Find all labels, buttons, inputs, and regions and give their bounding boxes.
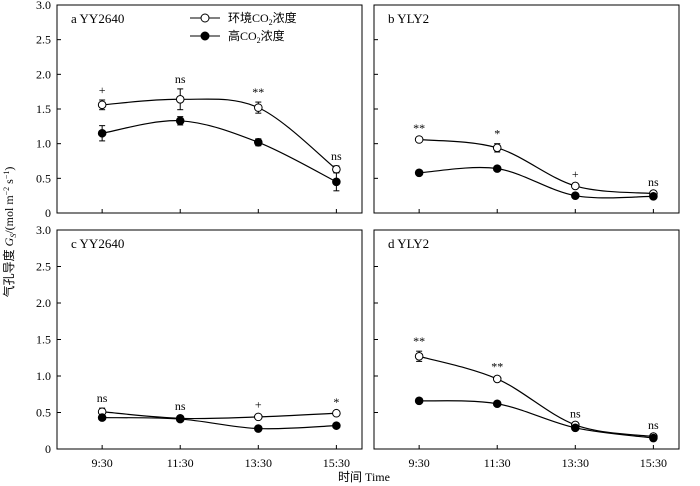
panel-c-ambient-line	[102, 411, 337, 420]
panel-a-ytick-label: 2.0	[36, 67, 51, 81]
panel-c-high-line	[102, 417, 337, 430]
panel-c-significance: +	[255, 398, 262, 412]
panel-b-ambient-point	[571, 181, 580, 191]
panel-a-ytick-label: 3.0	[36, 0, 51, 12]
panel-b-high-point	[649, 192, 658, 201]
panel-a-ytick-label: 2.5	[36, 33, 51, 47]
panel-d-ambient-line	[418, 355, 654, 438]
panel-a-ytick-label: 0	[45, 206, 51, 220]
panel-b-high-point	[492, 164, 502, 173]
panel-a-label: a YY2640	[71, 11, 124, 26]
panel-d-ambient-point	[492, 374, 502, 384]
panel-d-xtick-label: 13:30	[562, 456, 589, 470]
panel-c: 0 0.5 1.0 1.5 2.0 2.5 3.0 9:30 11:30 13:30 15:30 c …	[36, 223, 363, 470]
panel-d-label: d YLY2	[388, 236, 429, 251]
panel-c-significance: *	[333, 395, 339, 409]
panel-a-significance: +	[99, 83, 106, 97]
panel-b-ambient-point	[492, 143, 502, 153]
panel-c-ytick-label: 3.0	[36, 223, 51, 237]
panel-c-xtick-label: 11:30	[167, 456, 194, 470]
panel-c-ytick-label: 1.0	[36, 369, 51, 383]
panel-c-label: c YY2640	[71, 236, 124, 251]
panel-b-label: b YLY2	[388, 11, 429, 26]
panel-c-ytick-label: 2.0	[36, 296, 51, 310]
panel-d-high-point	[649, 433, 658, 443]
legend-ambient-marker	[200, 13, 210, 23]
panel-b: b YLY2** *+ns	[373, 4, 680, 214]
panel-b-significance: **	[413, 121, 425, 135]
panel-a-ambient-point	[97, 100, 107, 110]
panel-c-high-point	[332, 421, 341, 430]
panel-c-ytick-label: 0	[45, 442, 51, 456]
panel-a-ambient-point	[253, 103, 263, 112]
panel-c-ambient-point	[253, 412, 263, 422]
panel-d-high-line	[419, 400, 654, 439]
panel-c-ambient-point	[332, 408, 341, 418]
legend-high-label: 高CO2浓度	[228, 28, 285, 45]
panel-d-significance: ns	[570, 406, 581, 420]
panel-a: 0 0.5 1.0 1.5 2.0 2.5 3.0 a YY2640 + ns ** ns	[36, 0, 363, 220]
panel-a-high-line	[102, 120, 337, 183]
y-axis-title: 气孔导度 GS/(mol m−2 s−1)	[1, 167, 18, 298]
panel-b-frame	[373, 4, 680, 214]
panel-a-ytick-label: 0.5	[36, 171, 51, 185]
panel-b-high-point	[571, 191, 580, 200]
panel-d-high-point	[571, 423, 580, 433]
panel-c-ytick-label: 0.5	[36, 406, 51, 420]
panel-b-significance: +	[572, 167, 579, 181]
panel-b-significance: ns	[648, 175, 659, 189]
panel-a-ytick-label: 1.0	[36, 137, 51, 151]
panel-c-xtick-label: 15:30	[323, 456, 350, 470]
panel-a-significance: ns	[331, 149, 342, 163]
panel-a-significance: **	[252, 85, 264, 99]
panel-b-high-point	[414, 168, 424, 178]
panel-c-xtick-label: 13:30	[245, 456, 272, 470]
panel-a-significance: ns	[175, 72, 186, 86]
panel-c-ytick-label: 2.5	[36, 260, 51, 274]
panel-a-high-point	[97, 128, 107, 138]
panel-a-ambient-line	[102, 98, 337, 170]
legend-ambient-label: 环境CO2浓度	[228, 10, 297, 27]
panel-d-significance: ns	[648, 418, 659, 432]
legend-high-marker	[200, 31, 210, 41]
panel-a-ambient-point	[332, 165, 341, 174]
panel-c-high-point	[97, 413, 107, 422]
panel-c-high-point	[175, 414, 185, 424]
panel-b-high-line	[419, 166, 654, 199]
panel-b-ambient-line	[419, 138, 654, 195]
panel-d-significance: **	[413, 334, 425, 348]
panel-a-ambient-point	[175, 94, 185, 104]
panel-c-xtick-label: 9:30	[91, 456, 112, 470]
legend: 环境CO2浓度 高CO2浓度	[190, 10, 297, 45]
panels-group: 00.51.01.52.02.53.0a YY2640+ns**nsb YLY2…	[36, 0, 680, 470]
panel-c-significance: ns	[97, 391, 108, 405]
x-axis-title: 时间 Time	[338, 470, 390, 484]
panel-c-high-point	[253, 424, 263, 433]
panel-a-high-point	[175, 116, 185, 126]
panel-d-xtick-label: 11:30	[484, 456, 511, 470]
panel-c-ytick-label: 1.5	[36, 333, 51, 347]
panel-b-ambient-point	[414, 135, 424, 144]
panel-d: 9:30 11:30 13:30 15:30 d YLY2 ** ** ns ns	[373, 229, 680, 470]
panel-d-high-point	[414, 396, 424, 406]
panel-d-xtick-label: 15:30	[640, 456, 667, 470]
panel-c-significance: ns	[175, 399, 186, 413]
panel-b-significance: *	[494, 127, 500, 141]
panel-d-ambient-point	[414, 351, 424, 361]
panel-d-significance: **	[491, 360, 503, 374]
panel-d-high-point	[492, 399, 502, 409]
panel-a-high-point	[332, 177, 341, 187]
panel-a-high-point	[253, 137, 263, 147]
panel-d-xtick-label: 9:30	[408, 456, 429, 470]
panel-a-ytick-label: 1.5	[36, 102, 51, 116]
